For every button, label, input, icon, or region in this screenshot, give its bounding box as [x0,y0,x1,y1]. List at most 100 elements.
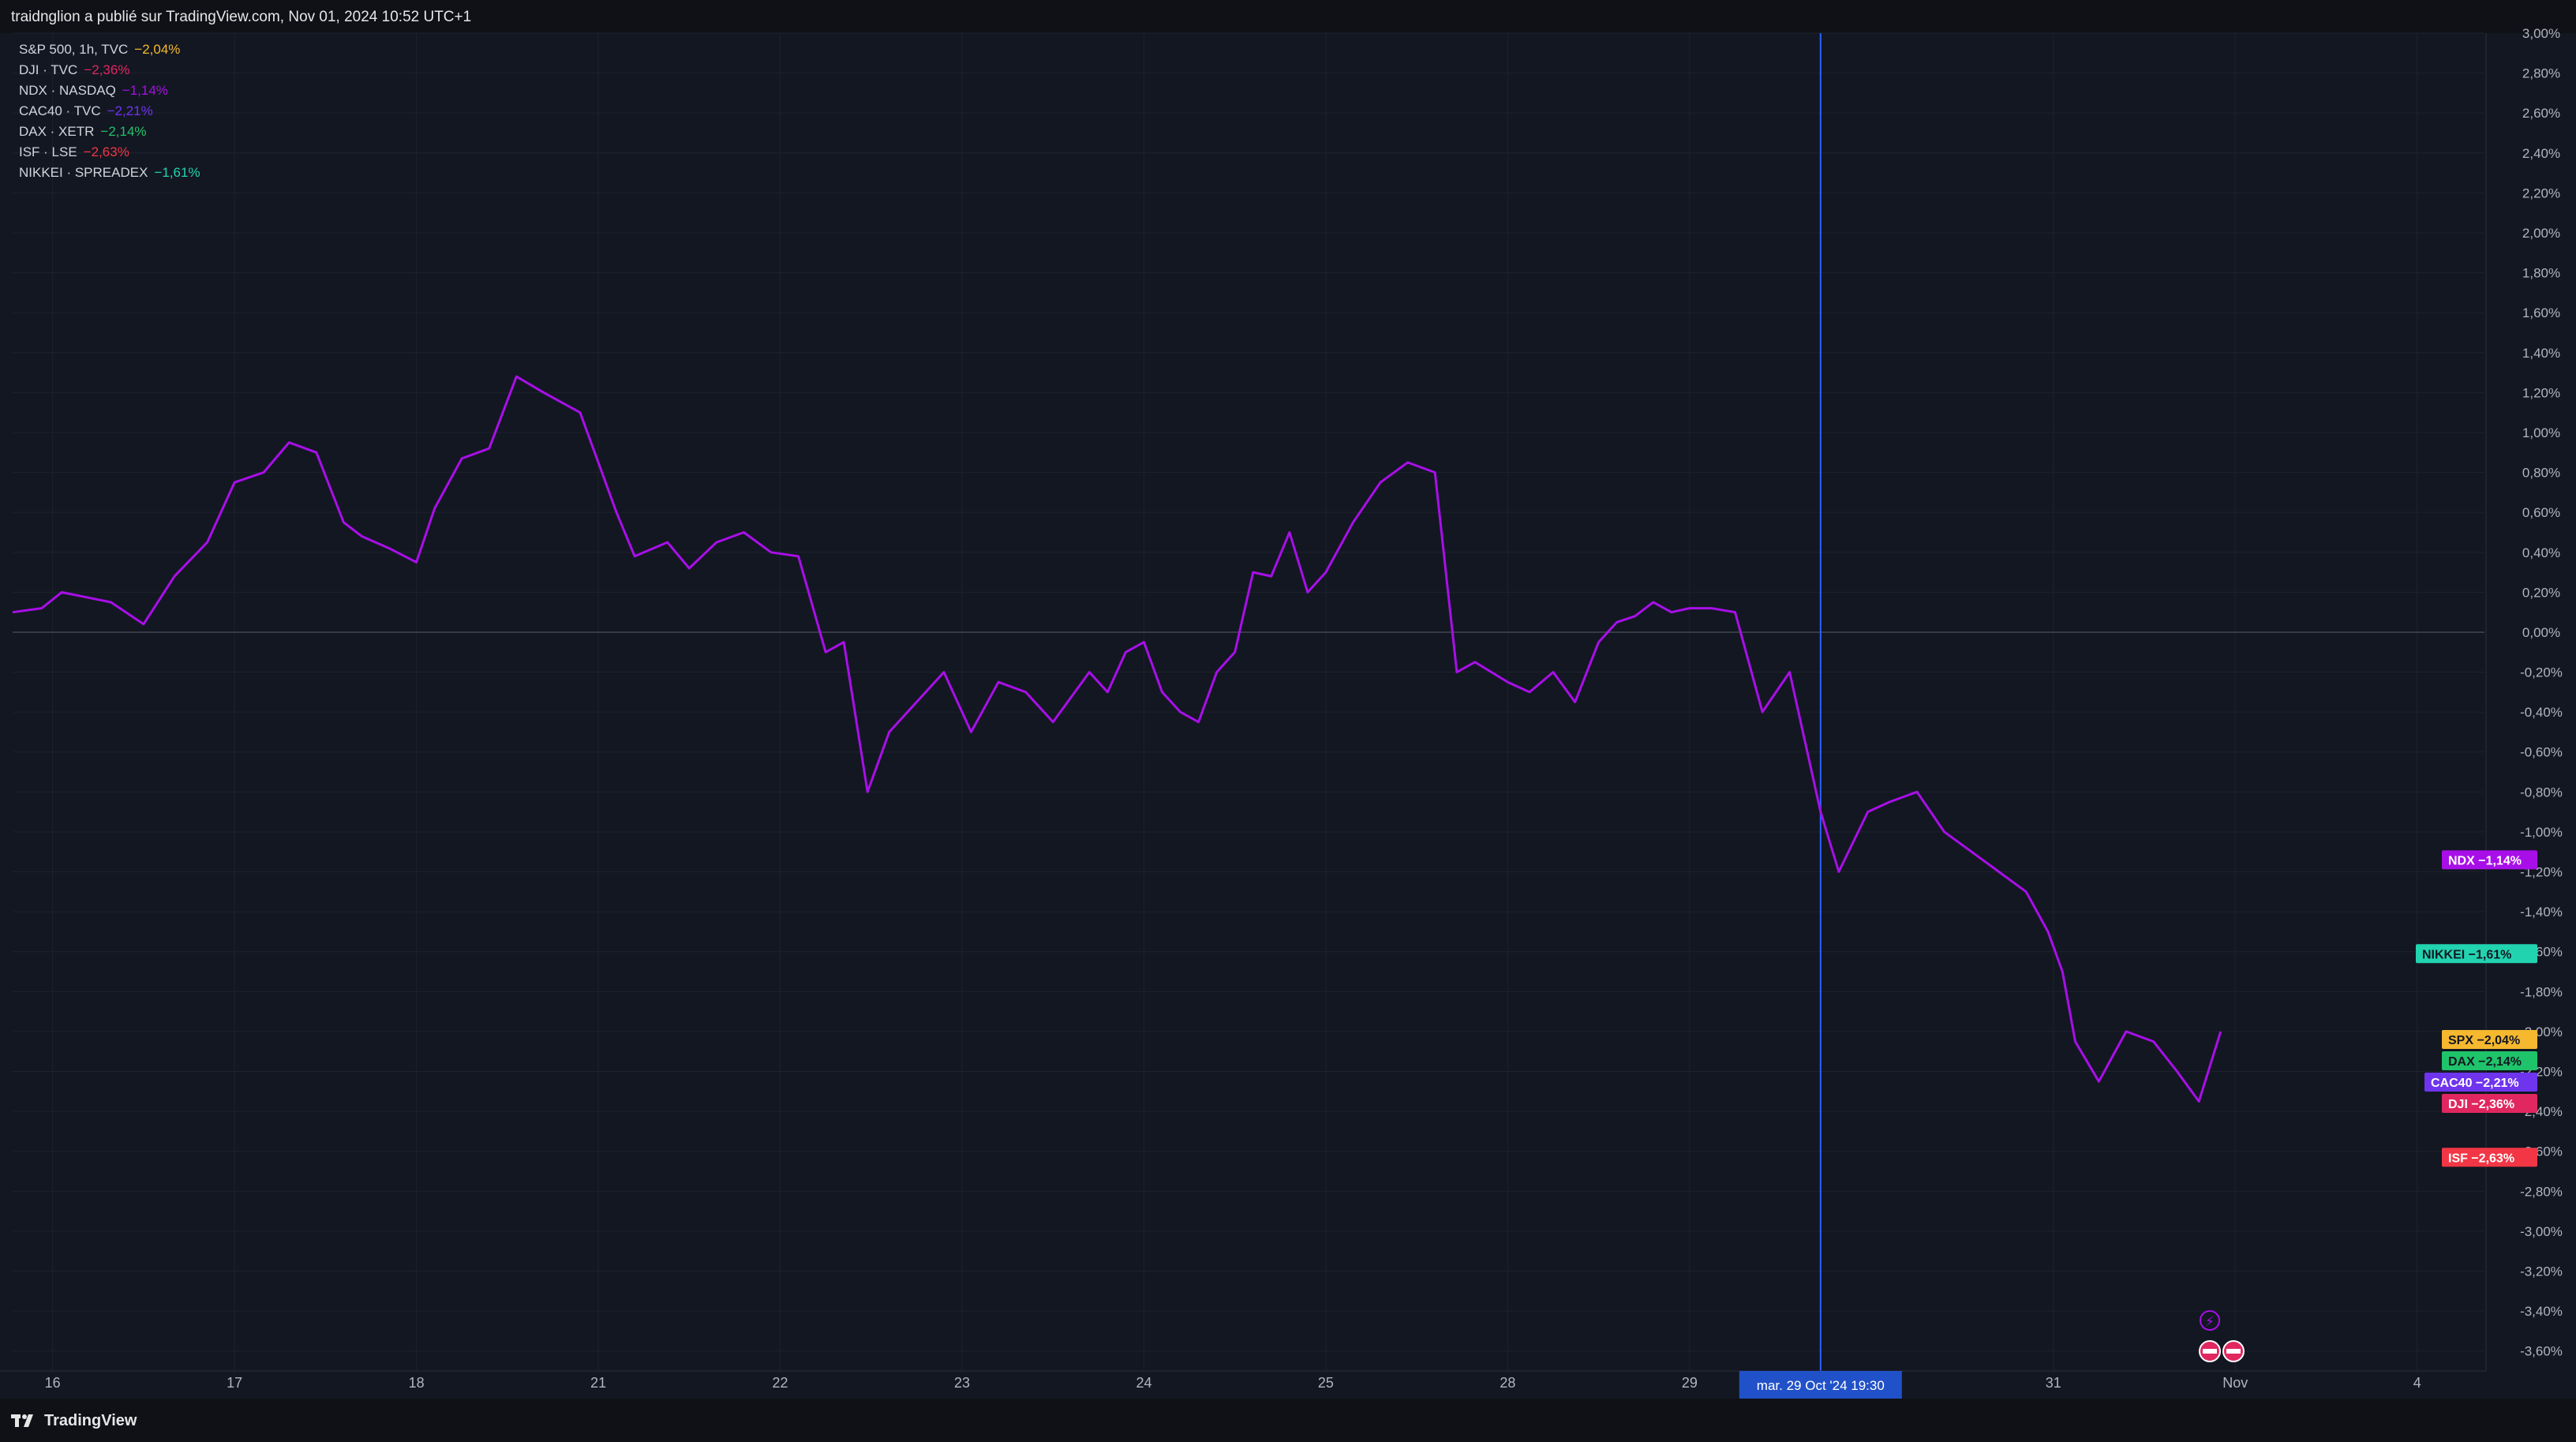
bottom-bar [0,1399,2576,1442]
y-tick-label: -3,60% [2520,1344,2563,1359]
legend-item-dji[interactable]: DJI · TVC −2,36% [19,60,200,81]
series-lines [12,375,2222,1103]
badge-box [2442,850,2537,870]
legend-value: −2,04% [134,42,181,57]
y-tick-label: -0,60% [2520,745,2563,760]
badge-box [2442,1094,2537,1114]
y-tick-label: -0,40% [2520,705,2563,720]
legend-item-isf[interactable]: ISF · LSE −2,63% [19,142,200,163]
x-tick-label: 21 [590,1375,606,1391]
y-tick-label: 0,60% [2522,505,2560,520]
x-tick-label: 4 [2413,1375,2421,1391]
legend-value: −2,14% [100,124,147,139]
legend-item-spx[interactable]: S&P 500, 1h, TVC −2,04% [19,39,200,60]
x-tick-label: 24 [1136,1375,1151,1391]
badge-name: CAC40 −2,21% [2431,1077,2519,1090]
y-tick-label: 3,00% [2522,26,2560,41]
y-tick-label: 2,80% [2522,66,2560,81]
legend-value: −1,61% [154,165,200,180]
badge-box [2442,1051,2537,1071]
x-tick-label: 23 [954,1375,970,1391]
grid-layer [13,32,2484,1371]
tradingview-logo[interactable]: TradingView [11,1408,137,1433]
price-badges: NDX −1,14% NIKKEI −1,61% SPX −2,04% DAX −2,… [2416,850,2537,1167]
y-tick-label: -2,80% [2520,1184,2563,1199]
y-tick-label: 0,80% [2522,466,2560,481]
legend-item-nikkei[interactable]: NIKKEI · SPREADEX −1,61% [19,163,200,183]
y-tick-label: -3,40% [2520,1304,2563,1319]
y-tick-label: -3,00% [2520,1224,2563,1239]
y-tick-label: 2,00% [2522,226,2560,241]
series-line-ndx [12,375,2222,1103]
x-tick-label: 22 [773,1375,788,1391]
badge-box [2424,1073,2537,1092]
flag-stripe [2226,1349,2241,1354]
y-tick-label: 1,80% [2522,266,2560,281]
badge-isf: ISF −2,63% [2442,1148,2537,1167]
crosshair-date-badge [1739,1371,1902,1399]
x-tick-label: 28 [1500,1375,1515,1391]
y-tick-label: -1,40% [2520,905,2563,920]
published-info: traidnglion a publié sur TradingView.com… [11,9,472,25]
y-tick-label: 1,40% [2522,346,2560,361]
x-tick-label: 16 [45,1375,61,1391]
x-tick-label: 18 [409,1375,425,1391]
legend-value: −2,36% [84,62,130,77]
badge-box [2416,944,2537,964]
y-tick-label: 0,00% [2522,625,2560,640]
top-bar: traidnglion a publié sur TradingView.com… [0,0,2576,33]
y-tick-label: 1,20% [2522,385,2560,400]
legend-item-cac40[interactable]: CAC40 · TVC −2,21% [19,101,200,122]
badge-name: DJI −2,36% [2448,1098,2514,1111]
tradingview-brand: TradingView [44,1411,137,1429]
legend-name: ISF · LSE [19,144,77,159]
crosshair-date-label: mar. 29 Oct '24 19:30 [1757,1378,1885,1393]
badge-name: NDX −1,14% [2448,854,2522,867]
legend-item-ndx[interactable]: NDX · NASDAQ −1,14% [19,81,200,101]
badge-ndx: NDX −1,14% [2442,850,2537,870]
tradingview-icon [11,1414,33,1427]
x-tick-label: 17 [227,1375,242,1391]
y-tick-label: 2,20% [2522,185,2560,200]
y-tick-label: 1,00% [2522,425,2560,440]
badge-dji: DJI −2,36% [2442,1094,2537,1114]
y-tick-label: -1,00% [2520,825,2563,840]
badge-name: NIKKEI −1,61% [2422,948,2511,961]
legend-name: NIKKEI · SPREADEX [19,165,148,180]
legend-name: DJI · TVC [19,62,78,77]
badge-name: SPX −2,04% [2448,1034,2520,1047]
legend-name: S&P 500, 1h, TVC [19,42,129,57]
badge-box [2442,1148,2537,1167]
y-tick-label: -3,20% [2520,1264,2563,1279]
legend-value: −2,21% [107,103,153,118]
badge-name: DAX −2,14% [2448,1055,2522,1069]
y-tick-label: -0,20% [2520,665,2563,680]
y-tick-label: 0,40% [2522,545,2560,560]
badge-nikkei: NIKKEI −1,61% [2416,944,2537,964]
legend-item-dax[interactable]: DAX · XETR −2,14% [19,122,200,142]
y-tick-label: -0,80% [2520,785,2563,800]
y-tick-label: 2,40% [2522,146,2560,161]
y-tick-label: 2,60% [2522,106,2560,121]
y-tick-label: 0,20% [2522,585,2560,600]
badge-spx: SPX −2,04% [2442,1030,2537,1050]
badge-dax: DAX −2,14% [2442,1051,2537,1071]
legend-name: NDX · NASDAQ [19,83,116,98]
y-tick-label: 1,60% [2522,305,2560,320]
lightning-event-icon [2200,1310,2220,1331]
badge-box [2442,1030,2537,1050]
flag-stripe [2203,1349,2217,1354]
x-tick-label: 29 [1682,1375,1698,1391]
legend-value: −2,63% [83,144,129,159]
x-tick-label: 31 [2046,1375,2061,1391]
x-tick-label: 25 [1318,1375,1334,1391]
legend-value: −1,14% [122,83,168,98]
x-tick-label: Nov [2222,1375,2248,1391]
y-tick-label: -1,80% [2520,984,2563,999]
legend: S&P 500, 1h, TVC −2,04% DJI · TVC −2,36% NDX… [19,39,200,183]
badge-cac40: CAC40 −2,21% [2424,1073,2537,1092]
legend-name: CAC40 · TVC [19,103,101,118]
legend-name: DAX · XETR [19,124,95,139]
badge-name: ISF −2,63% [2448,1152,2514,1165]
